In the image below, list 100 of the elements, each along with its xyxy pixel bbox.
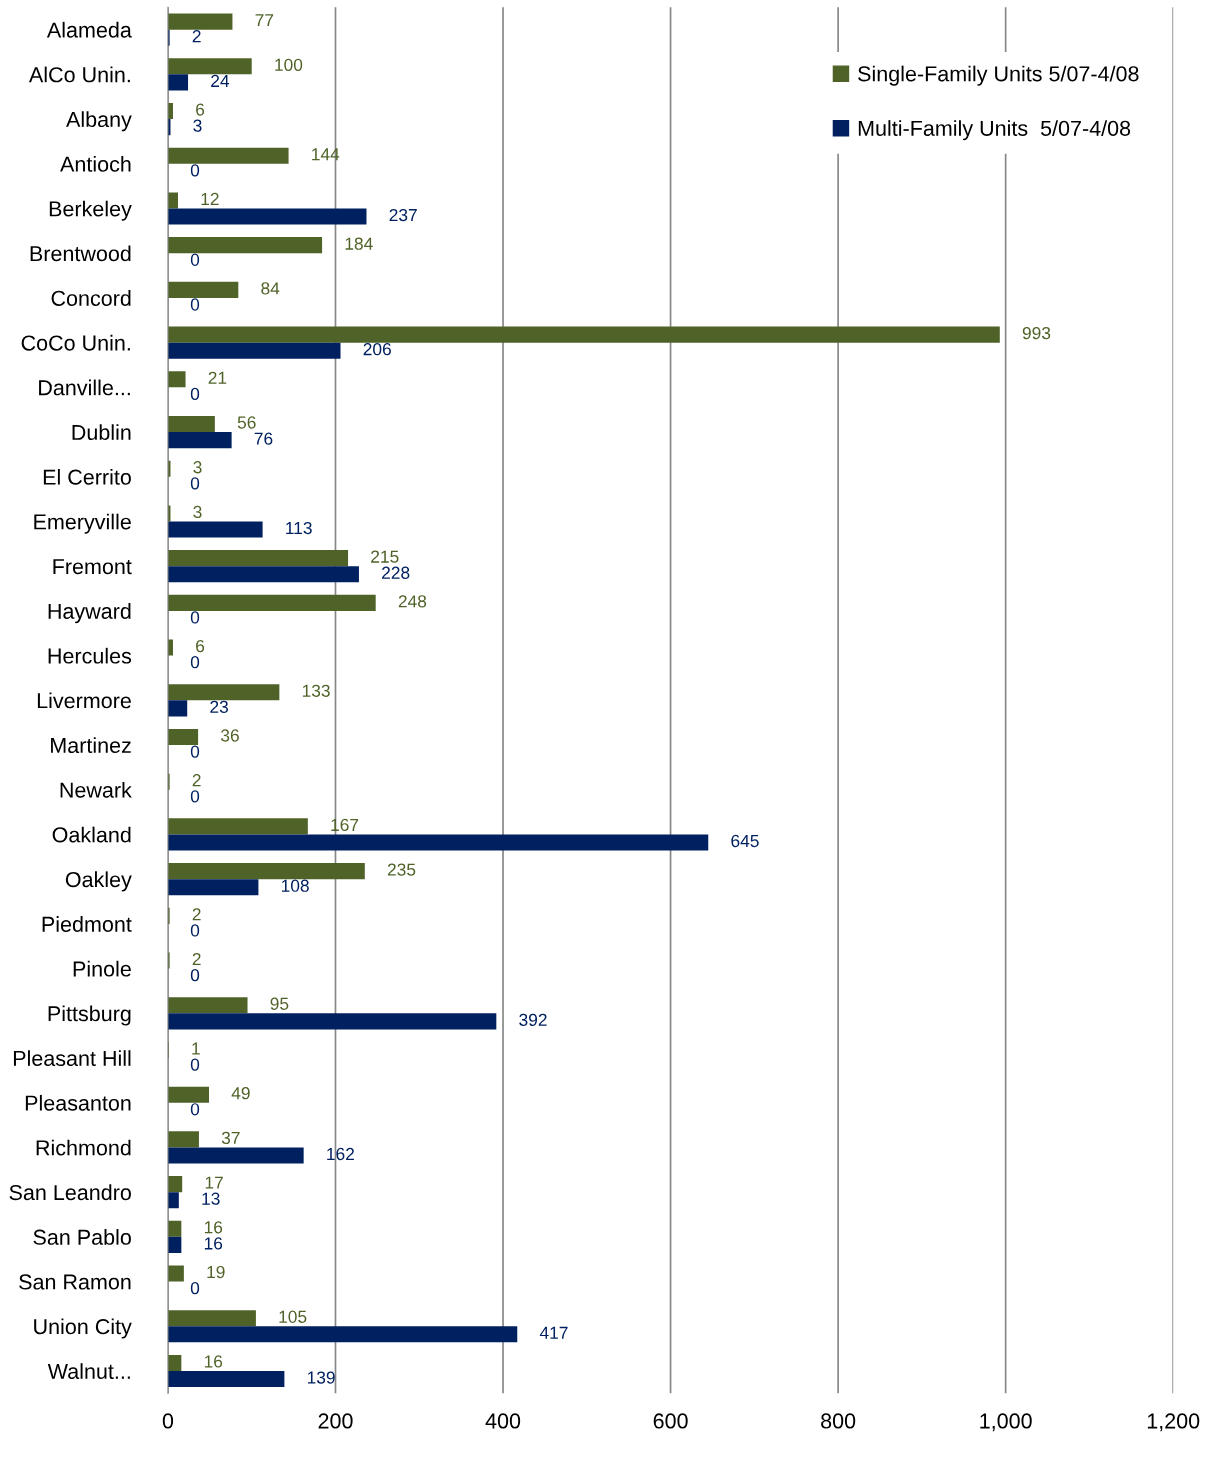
y-tick-label: Dublin bbox=[72, 424, 131, 441]
data-label: 0 bbox=[190, 745, 200, 758]
y-tick-label: San Leandro bbox=[9, 1184, 131, 1201]
data-label: 113 bbox=[286, 521, 312, 535]
y-tick-label: Hercules bbox=[48, 647, 132, 664]
y-tick-label: Richmond bbox=[36, 1139, 131, 1156]
x-tick-label: 600 bbox=[653, 1413, 688, 1429]
data-label: 2 bbox=[192, 774, 201, 787]
data-label: 0 bbox=[190, 1058, 200, 1071]
data-label: 417 bbox=[539, 1326, 568, 1339]
data-label: 6 bbox=[196, 103, 205, 116]
data-label: 0 bbox=[190, 477, 200, 490]
legend-label: Multi-Family Units 5/07-4/08 bbox=[858, 120, 1131, 141]
y-tick-label: CoCo Unin. bbox=[21, 334, 130, 351]
data-label: 184 bbox=[345, 237, 373, 250]
y-tick-label: Newark bbox=[60, 781, 132, 798]
y-tick-label: Emeryville bbox=[34, 513, 131, 534]
data-label: 993 bbox=[1022, 326, 1051, 340]
data-label: 0 bbox=[190, 253, 200, 266]
y-tick-label: Pleasanton bbox=[25, 1094, 131, 1111]
y-tick-label: Pleasant Hill bbox=[13, 1050, 131, 1067]
data-label: 105 bbox=[279, 1310, 307, 1323]
data-label: 16 bbox=[204, 1221, 223, 1234]
data-label: 21 bbox=[208, 371, 227, 384]
data-label: 3 bbox=[193, 505, 202, 519]
x-tick-label: 800 bbox=[821, 1413, 856, 1429]
data-label: 49 bbox=[231, 1087, 250, 1100]
y-tick-label: Martinez bbox=[51, 737, 131, 754]
data-label: 16 bbox=[204, 1237, 223, 1250]
y-tick-label: Livermore bbox=[37, 692, 131, 709]
data-label: 215 bbox=[371, 550, 399, 563]
data-label: 248 bbox=[398, 595, 427, 608]
data-label: 6 bbox=[196, 639, 205, 653]
x-tick-label: 0 bbox=[162, 1413, 174, 1429]
data-label: 3 bbox=[193, 461, 202, 474]
data-label: 0 bbox=[190, 790, 200, 803]
y-tick-label: Pittsburg bbox=[48, 1005, 131, 1026]
data-label: 139 bbox=[307, 1371, 335, 1384]
x-tick-label: 400 bbox=[485, 1413, 521, 1429]
data-label: 0 bbox=[190, 969, 200, 982]
data-label: 12 bbox=[201, 192, 219, 205]
y-tick-label: Union City bbox=[34, 1318, 132, 1339]
data-label: 0 bbox=[190, 656, 200, 669]
y-tick-label: Antioch bbox=[60, 155, 131, 172]
data-label: 95 bbox=[270, 997, 289, 1010]
data-label: 108 bbox=[281, 879, 309, 892]
data-label: 0 bbox=[190, 164, 200, 177]
legend-label: Single-Family Units 5/07-4/08 bbox=[858, 65, 1139, 86]
y-tick-label: Pinole bbox=[73, 960, 131, 977]
data-label: 17 bbox=[205, 1176, 223, 1189]
data-label: 2 bbox=[192, 908, 201, 921]
data-label: 0 bbox=[190, 387, 200, 401]
data-label: 237 bbox=[389, 208, 417, 222]
y-tick-label: Fremont bbox=[53, 559, 132, 575]
data-label: 100 bbox=[275, 58, 303, 71]
data-label: 37 bbox=[221, 1131, 240, 1145]
data-label: 206 bbox=[363, 343, 391, 356]
data-label: 13 bbox=[202, 1192, 220, 1205]
y-tick-label: Oakley bbox=[65, 871, 132, 892]
x-tick-label: 1,000 bbox=[980, 1413, 1032, 1432]
data-label: 3 bbox=[193, 119, 202, 132]
data-label: 0 bbox=[190, 298, 200, 311]
data-label: 19 bbox=[207, 1265, 225, 1279]
data-label: 84 bbox=[261, 282, 280, 295]
data-label: 235 bbox=[387, 863, 416, 876]
data-label: 2 bbox=[192, 952, 201, 966]
y-tick-label: Piedmont bbox=[42, 916, 132, 932]
y-tick-label: Albany bbox=[66, 111, 132, 132]
x-tick-label: 200 bbox=[318, 1413, 353, 1429]
y-tick-label: Walnut... bbox=[47, 1363, 130, 1379]
y-tick-label: Hayward bbox=[48, 603, 131, 624]
data-label: 162 bbox=[327, 1147, 354, 1161]
y-tick-label: El Cerrito bbox=[43, 468, 131, 485]
x-tick-label: 1,200 bbox=[1147, 1413, 1200, 1432]
y-tick-label: San Ramon bbox=[19, 1274, 131, 1290]
data-label: 392 bbox=[519, 1013, 547, 1027]
data-label: 0 bbox=[190, 611, 200, 624]
data-label: 56 bbox=[237, 416, 256, 429]
data-label: 77 bbox=[255, 14, 274, 27]
data-label: 76 bbox=[254, 432, 273, 445]
y-tick-label: Brentwood bbox=[30, 245, 131, 262]
data-label: 0 bbox=[190, 924, 200, 937]
y-tick-label: Concord bbox=[51, 290, 131, 306]
data-label: 1 bbox=[192, 1042, 200, 1055]
data-label: 23 bbox=[210, 700, 228, 714]
y-tick-label: San Pablo bbox=[33, 1229, 131, 1245]
y-tick-label: AlCo Unin. bbox=[28, 66, 130, 83]
data-label: 36 bbox=[220, 729, 239, 742]
data-label: 133 bbox=[302, 684, 330, 697]
data-label: 645 bbox=[731, 834, 759, 848]
data-label: 2 bbox=[192, 30, 201, 43]
data-label: 0 bbox=[190, 1103, 200, 1116]
y-tick-label: Berkeley bbox=[49, 200, 132, 221]
data-label: 24 bbox=[211, 74, 230, 87]
data-label: 16 bbox=[204, 1355, 223, 1368]
y-tick-label: Alameda bbox=[46, 21, 132, 38]
y-tick-label: Danville... bbox=[39, 379, 130, 396]
data-label: 0 bbox=[190, 1281, 200, 1295]
y-tick-label: Oakland bbox=[52, 826, 131, 843]
data-label: 228 bbox=[382, 566, 410, 579]
